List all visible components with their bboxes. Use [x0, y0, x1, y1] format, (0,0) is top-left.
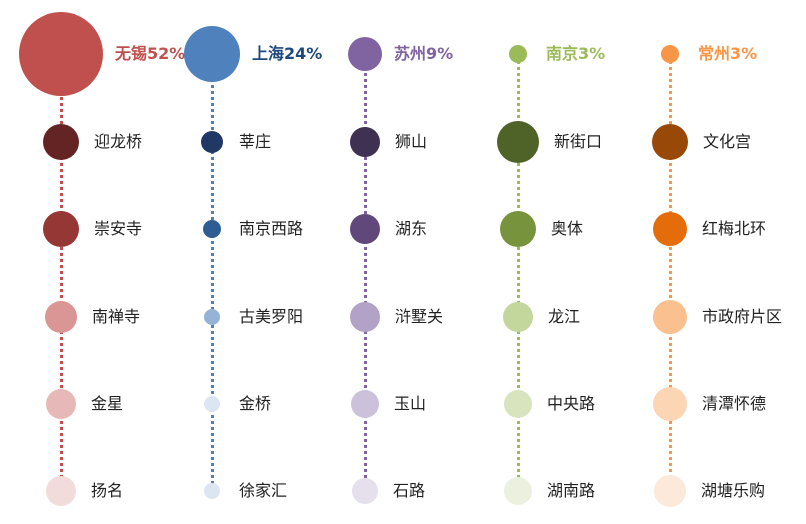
city-bubble [19, 12, 103, 96]
district-bubble [45, 301, 77, 333]
district-bubble [352, 478, 378, 504]
district-bubble [350, 214, 380, 244]
district-bubble [43, 124, 79, 160]
district-bubble [350, 302, 380, 332]
city-bubble [661, 45, 679, 63]
district-bubble [652, 124, 688, 160]
district-label: 红梅北环 [702, 219, 767, 238]
district-label: 玉山 [394, 394, 427, 413]
district-label: 湖东 [395, 219, 428, 238]
district-label: 湖南路 [547, 481, 596, 500]
district-label: 新街口 [554, 132, 603, 151]
district-label: 莘庄 [239, 132, 272, 151]
connector-line [364, 54, 367, 491]
district-label: 金星 [91, 394, 124, 413]
district-label: 浒墅关 [395, 307, 444, 326]
district-label: 市政府片区 [702, 307, 783, 326]
district-bubble [46, 476, 76, 506]
district-label: 石路 [393, 481, 426, 500]
city-label: 无锡52% [115, 44, 186, 63]
connector-line [517, 54, 520, 491]
district-label: 金桥 [239, 394, 272, 413]
city-label: 上海24% [252, 44, 323, 63]
district-label: 南禅寺 [92, 307, 141, 326]
district-bubble [653, 387, 687, 421]
district-bubble [500, 211, 536, 247]
connector-line [211, 54, 214, 491]
district-bubble [503, 302, 533, 332]
district-label: 崇安寺 [94, 219, 143, 238]
district-label: 徐家汇 [239, 481, 288, 500]
district-label: 古美罗阳 [239, 307, 304, 326]
district-bubble [653, 212, 687, 246]
district-bubble [504, 390, 532, 418]
district-label: 扬名 [91, 481, 124, 500]
district-label: 迎龙桥 [94, 132, 143, 151]
city-label: 苏州9% [394, 44, 454, 63]
district-label: 湖塘乐购 [701, 481, 766, 500]
district-bubble [350, 127, 380, 157]
district-bubble [497, 121, 539, 163]
district-bubble [46, 389, 76, 419]
connector-line [60, 54, 63, 491]
district-bubble [351, 390, 379, 418]
district-label: 南京西路 [239, 219, 304, 238]
district-bubble [43, 211, 79, 247]
district-label: 龙江 [548, 307, 581, 326]
district-label: 奥体 [551, 219, 584, 238]
district-bubble [201, 131, 223, 153]
city-label: 常州3% [698, 44, 758, 63]
city-bubble [348, 37, 382, 71]
city-label: 南京3% [546, 44, 606, 63]
city-bubble [184, 26, 240, 82]
district-label: 狮山 [395, 132, 428, 151]
district-bubble [653, 300, 687, 334]
connector-line [669, 54, 672, 491]
district-label: 文化宫 [703, 132, 752, 151]
district-bubble [204, 309, 220, 325]
city-bubble [509, 45, 527, 63]
district-bubble [204, 396, 220, 412]
district-label: 清潭怀德 [702, 394, 767, 413]
district-bubble [204, 483, 220, 499]
district-bubble [654, 475, 686, 507]
district-label: 中央路 [547, 394, 596, 413]
district-bubble [203, 220, 221, 238]
district-bubble [504, 477, 532, 505]
